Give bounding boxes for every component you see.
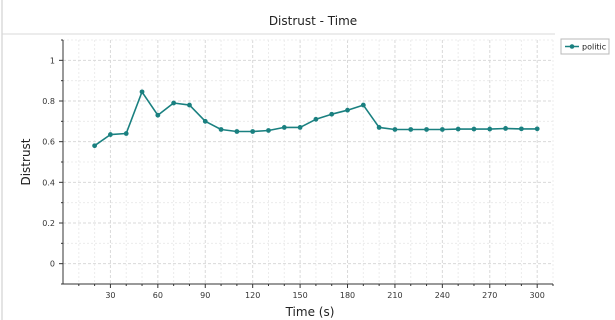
- legend-dot-marker: [569, 44, 575, 49]
- x-tick-label: 60: [153, 291, 163, 300]
- y-tick-label: 0: [50, 260, 55, 269]
- data-point[interactable]: [92, 143, 98, 149]
- x-tick-label: 120: [245, 291, 260, 300]
- data-point[interactable]: [392, 127, 398, 132]
- data-point[interactable]: [455, 126, 461, 132]
- series-layer: [92, 89, 540, 149]
- data-point[interactable]: [202, 118, 208, 124]
- data-point[interactable]: [123, 131, 129, 136]
- data-point[interactable]: [424, 127, 429, 132]
- y-tick-label: 0.2: [42, 219, 55, 228]
- grid-layer: [63, 39, 554, 285]
- x-tick-label: 300: [530, 291, 545, 300]
- x-tick-label: 90: [200, 291, 210, 300]
- y-axis-label: Distrust: [19, 138, 33, 185]
- y-tick-label: 0.4: [42, 178, 55, 187]
- legend[interactable]: politic: [560, 38, 610, 55]
- x-tick-label: 270: [482, 291, 497, 300]
- data-point[interactable]: [139, 89, 145, 95]
- data-point[interactable]: [234, 129, 240, 134]
- data-point[interactable]: [187, 102, 192, 108]
- x-tick-label: 210: [387, 291, 402, 300]
- y-tick-label: 0.6: [42, 138, 55, 147]
- x-axis-label: Time (s): [285, 305, 335, 319]
- data-point[interactable]: [534, 126, 540, 132]
- data-point[interactable]: [487, 126, 493, 132]
- x-tick-label: 30: [105, 291, 115, 300]
- x-tick-label: 240: [435, 291, 450, 300]
- data-point[interactable]: [297, 125, 303, 130]
- data-point[interactable]: [503, 126, 508, 131]
- data-point[interactable]: [360, 102, 366, 108]
- chart-title: Distrust - Time: [269, 14, 357, 28]
- data-point[interactable]: [471, 126, 477, 132]
- ticks-layer: 0 0.2 0.4 0.6 0.8 1 30 60 90 120 150 180 210 240 270 30…: [42, 39, 554, 300]
- x-tick-label: 180: [340, 291, 355, 300]
- data-point[interactable]: [155, 112, 161, 118]
- y-tick-label: 0.8: [42, 97, 55, 106]
- x-tick-label: 150: [292, 291, 307, 300]
- data-point[interactable]: [408, 127, 414, 132]
- data-point[interactable]: [439, 127, 445, 132]
- data-point[interactable]: [329, 111, 335, 117]
- data-point[interactable]: [171, 100, 177, 106]
- data-point[interactable]: [250, 129, 256, 134]
- legend-entry-politic: politic: [582, 43, 606, 52]
- data-point[interactable]: [218, 127, 224, 132]
- data-point[interactable]: [108, 132, 113, 137]
- data-point[interactable]: [281, 125, 287, 130]
- y-tick-label: 1: [50, 56, 55, 65]
- data-point[interactable]: [518, 126, 524, 132]
- data-point[interactable]: [376, 125, 382, 130]
- data-point[interactable]: [313, 116, 319, 122]
- legend-box: [560, 38, 610, 55]
- data-point[interactable]: [266, 128, 271, 133]
- data-point[interactable]: [345, 107, 350, 113]
